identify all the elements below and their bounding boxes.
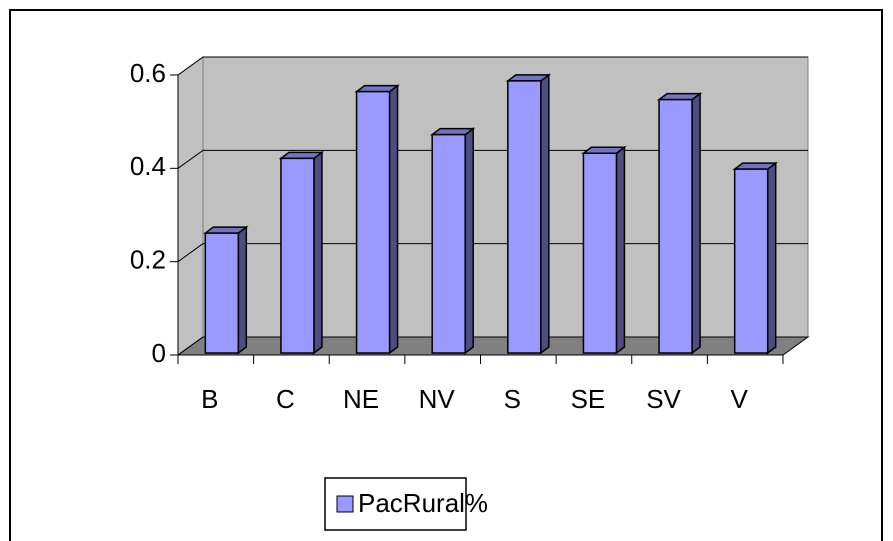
bar-side: [464, 127, 474, 355]
x-tick-label: B: [201, 384, 218, 414]
bar-front: [582, 152, 618, 354]
bar: [429, 127, 476, 355]
bar: [581, 145, 627, 355]
bar-top: [203, 226, 249, 234]
bar-top: [505, 74, 552, 82]
x-tick-label: V: [731, 384, 749, 414]
x-tick-label: NV: [419, 384, 456, 414]
bar-front: [507, 80, 542, 354]
y-tick-label: 0.4: [130, 151, 166, 181]
bar-top: [278, 151, 325, 160]
side-wall: [177, 56, 204, 356]
bar-top: [429, 127, 476, 136]
bar-side: [313, 150, 323, 355]
y-tick-label: 0.6: [130, 58, 166, 88]
y-tick-label: 0: [152, 338, 166, 368]
bar-side: [237, 225, 248, 355]
bar-front: [658, 98, 693, 354]
bar-side: [691, 92, 701, 355]
bar: [278, 150, 325, 355]
bar-top: [732, 162, 778, 170]
bar: [732, 161, 778, 355]
x-tick-label: NE: [343, 384, 379, 414]
x-tick-label: SE: [571, 384, 606, 414]
bar-top: [581, 146, 627, 155]
x-tick-label: SV: [646, 384, 681, 414]
bar-side: [766, 161, 777, 355]
bar-side: [388, 84, 399, 355]
x-tick-label: C: [276, 384, 295, 414]
y-tick-label: 0.2: [130, 245, 166, 275]
bar: [505, 73, 552, 355]
bar-top: [656, 92, 703, 101]
floor: [176, 336, 810, 356]
legend-label: PacRural%: [358, 488, 488, 518]
bar-side: [615, 145, 626, 355]
bar-side: [540, 73, 550, 355]
bar-front: [431, 133, 466, 354]
bar-front: [355, 90, 391, 354]
bar: [203, 225, 249, 355]
grid-line: [177, 56, 808, 76]
bar-front: [280, 157, 315, 354]
bar: [354, 84, 400, 355]
legend-swatch: [336, 495, 354, 513]
bar-front: [204, 232, 240, 354]
bar: [656, 92, 703, 355]
bar-top: [354, 84, 400, 93]
bar-front: [733, 168, 769, 354]
x-tick-label: S: [504, 384, 521, 414]
